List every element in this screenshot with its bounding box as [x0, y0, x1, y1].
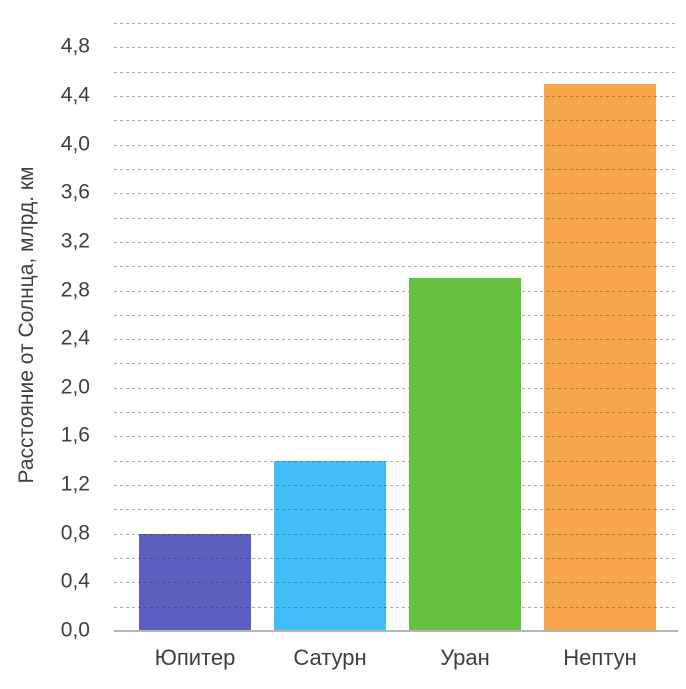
gridline: [114, 388, 678, 389]
y-tick-label: 1,2: [60, 472, 90, 496]
gridline: [114, 436, 678, 437]
y-tick-label: 1,6: [60, 423, 90, 447]
y-tick-label: 2,4: [60, 326, 90, 350]
gridline: [114, 509, 678, 510]
gridline: [114, 363, 678, 364]
x-axis-line: [114, 630, 678, 632]
gridline: [114, 47, 678, 48]
y-tick-label: 0,4: [60, 569, 90, 593]
gridline: [114, 169, 678, 170]
gridline: [114, 534, 678, 535]
y-tick-label: 0,0: [60, 618, 90, 642]
gridline: [114, 120, 678, 121]
gridline: [114, 266, 678, 267]
gridline: [114, 582, 678, 583]
y-tick-label: 0,8: [60, 521, 90, 545]
bar-jupiter: [139, 534, 251, 631]
gridline: [114, 193, 678, 194]
gridline: [114, 218, 678, 219]
x-axis-label: Уран: [440, 645, 490, 670]
bar-neptune: [544, 84, 656, 631]
gridline: [114, 607, 678, 608]
y-tick-label: 4,8: [60, 34, 90, 58]
y-tick-label: 4,4: [60, 83, 90, 107]
gridline: [114, 412, 678, 413]
y-tick-label: 2,0: [60, 375, 90, 399]
y-tick-label: 3,6: [60, 180, 90, 204]
y-tick-label: 3,2: [60, 229, 90, 253]
gridline: [114, 558, 678, 559]
gridline: [114, 315, 678, 316]
y-tick-label: 2,8: [60, 278, 90, 302]
bar-uranus: [409, 278, 521, 631]
gridline: [114, 485, 678, 486]
gridline: [114, 291, 678, 292]
x-axis-label: Нептун: [563, 645, 637, 670]
gridline: [114, 461, 678, 462]
gridline: [114, 242, 678, 243]
gridline: [114, 145, 678, 146]
gridline: [114, 72, 678, 73]
x-axis-label: Сатурн: [293, 645, 367, 670]
y-tick-label: 4,0: [60, 132, 90, 156]
bar-saturn: [274, 461, 386, 631]
gridline: [114, 23, 678, 24]
gridline: [114, 96, 678, 97]
gridline: [114, 339, 678, 340]
x-axis-label: Юпитер: [154, 645, 236, 670]
